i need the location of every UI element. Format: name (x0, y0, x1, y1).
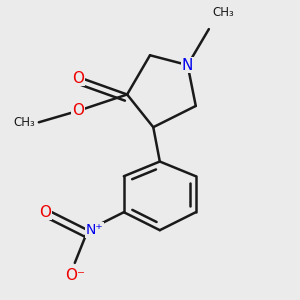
Text: N⁺: N⁺ (85, 223, 103, 237)
Text: O: O (72, 103, 84, 118)
Text: CH₃: CH₃ (212, 6, 234, 19)
Text: O: O (39, 205, 51, 220)
Text: N: N (182, 58, 193, 73)
Text: O⁻: O⁻ (65, 268, 85, 283)
Text: O: O (72, 70, 84, 86)
Text: CH₃: CH₃ (14, 116, 36, 129)
